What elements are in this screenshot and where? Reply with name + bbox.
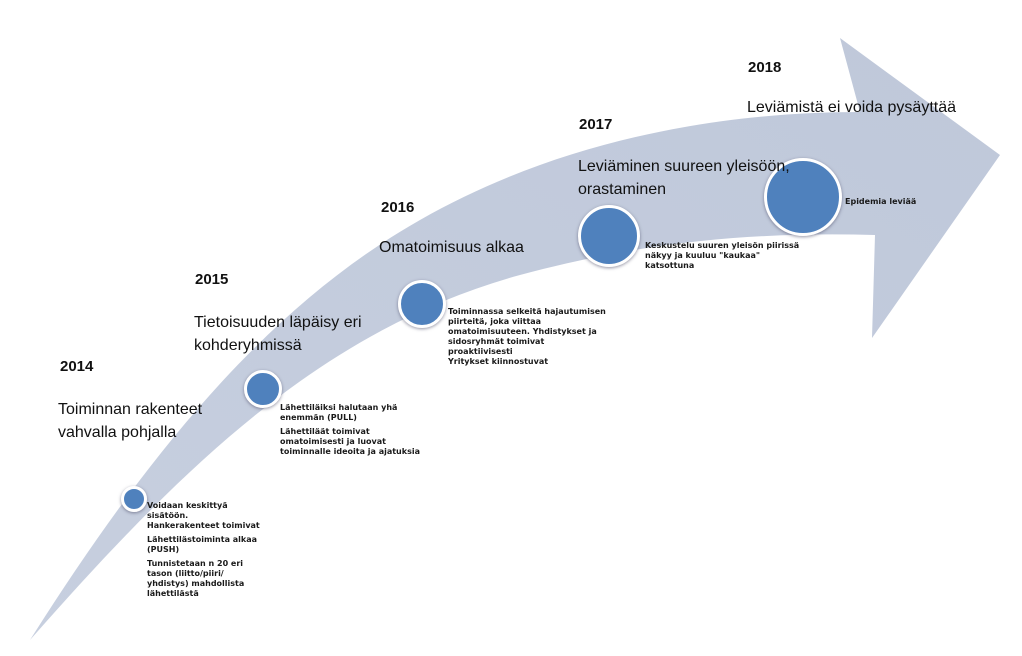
phase-title-line: Leviämistä ei voida pysäyttää [747, 99, 956, 116]
phase-title-line: vahvalla pohjalla [58, 424, 177, 441]
milestone-dot-2016 [398, 280, 446, 328]
note-line: Lähettiläät toimivat [280, 427, 370, 436]
year-label-2015: 2015 [195, 271, 229, 288]
milestone-notes-2014: Voidaan keskittyä sisätöön. Hankerakente… [147, 501, 260, 599]
phase-title-line: Omatoimisuus alkaa [379, 239, 524, 256]
note-paragraph: Tunnistetaan n 20 eri tason (liitto/piir… [147, 559, 260, 599]
note-paragraph: Epidemia leviää [845, 197, 916, 207]
note-paragraph: Voidaan keskittyä sisätöön. Hankerakente… [147, 501, 260, 531]
year-label-2014: 2014 [60, 358, 94, 375]
note-line: enemmän (PULL) [280, 413, 357, 422]
note-line: yhdistys) mahdollista [147, 579, 245, 588]
note-line: omatoimisuuteen. Yhdistykset ja [448, 327, 597, 336]
note-line: Lähettilästoiminta alkaa [147, 535, 258, 544]
milestone-notes-2016: Toiminnassa selkeitä hajautumisen piirte… [448, 307, 606, 367]
year-label-2017: 2017 [579, 116, 613, 133]
note-line: Keskustelu suuren yleisön piirissä [645, 241, 800, 250]
note-line: tason (liitto/piiri/ [147, 569, 224, 578]
year-label-2018: 2018 [748, 59, 782, 76]
note-paragraph: Lähettiläät toimivat omatoimisesti ja lu… [280, 427, 420, 457]
phase-title-2017: Leviäminen suureen yleisöön, orastaminen [578, 155, 790, 201]
note-paragraph: Keskustelu suuren yleisön piirissä näkyy… [645, 241, 799, 271]
note-line: proaktiivisesti [448, 347, 513, 356]
note-paragraph: Lähettiläiksi halutaan yhä enemmän (PULL… [280, 403, 420, 423]
phase-title-line: Tietoisuuden läpäisy eri [194, 314, 362, 331]
milestone-dot-2015 [244, 370, 282, 408]
phase-title-line: orastaminen [578, 181, 667, 198]
note-line: näkyy ja kuuluu "kaukaa" [645, 251, 761, 260]
milestone-dot-2018 [764, 158, 842, 236]
phase-title-line: Toiminnan rakenteet [58, 401, 203, 418]
note-line: Epidemia leviää [845, 197, 917, 206]
milestone-notes-2017: Keskustelu suuren yleisön piirissä näkyy… [645, 241, 799, 271]
note-line: lähettilästä [147, 589, 199, 598]
milestone-notes-2015: Lähettiläiksi halutaan yhä enemmän (PULL… [280, 403, 420, 457]
milestone-dot-2017 [578, 205, 640, 267]
phase-title-2016: Omatoimisuus alkaa [379, 236, 524, 259]
note-paragraph: Lähettilästoiminta alkaa (PUSH) [147, 535, 260, 555]
note-line: Lähettiläiksi halutaan yhä [280, 403, 398, 412]
phase-title-line: Leviäminen suureen yleisöön, [578, 158, 790, 175]
note-line: toiminnalle ideoita ja ajatuksia [280, 447, 420, 456]
note-line: sidosryhmät toimivat [448, 337, 545, 346]
note-line: Voidaan keskittyä [147, 501, 228, 510]
year-label-2016: 2016 [381, 199, 415, 216]
phase-title-2014: Toiminnan rakenteet vahvalla pohjalla [58, 398, 202, 444]
note-line: sisätöön. [147, 511, 189, 520]
note-line: katsottuna [645, 261, 695, 270]
note-line: Hankerakenteet toimivat [147, 521, 260, 530]
phase-title-2018: Leviämistä ei voida pysäyttää [747, 96, 956, 119]
milestone-notes-2018: Epidemia leviää [845, 197, 916, 207]
arrow-body [30, 38, 1000, 640]
note-line: Tunnistetaan n 20 eri [147, 559, 244, 568]
note-line: Toiminnassa selkeitä hajautumisen [448, 307, 606, 316]
note-line: omatoimisesti ja luovat [280, 437, 386, 446]
phase-title-2015: Tietoisuuden läpäisy eri kohderyhmissä [194, 311, 362, 357]
note-paragraph: Toiminnassa selkeitä hajautumisen piirte… [448, 307, 606, 367]
note-line: piirteitä, joka viittaa [448, 317, 542, 326]
milestone-dot-2014 [121, 486, 147, 512]
note-line: (PUSH) [147, 545, 180, 554]
note-line: Yritykset kiinnostuvat [448, 357, 549, 366]
phase-title-line: kohderyhmissä [194, 337, 302, 354]
